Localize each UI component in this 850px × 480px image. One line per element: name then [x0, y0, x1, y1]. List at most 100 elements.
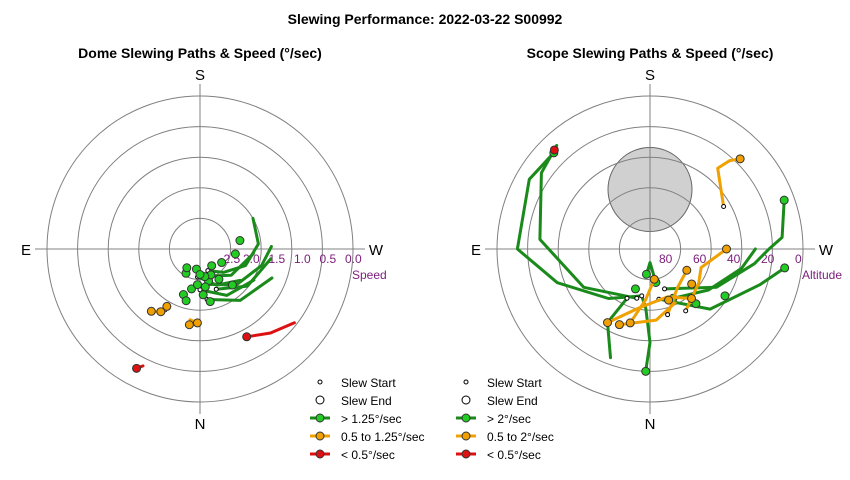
scope-panel: Scope Slewing Paths & Speed (°/sec) 80 60… [456, 45, 842, 462]
scope-slew-end-marker-mid [664, 295, 674, 305]
dome-radial-tick-label: 0.0 [345, 252, 362, 266]
scope-legend-dot-fast [461, 413, 471, 423]
scope-slew-path-mid [628, 277, 656, 325]
scope-radial-tick-label: 80 [659, 252, 673, 266]
scope-slew-end-marker-mid [722, 244, 731, 254]
dome-slew-end-marker-fast [227, 280, 237, 290]
dome-slew-path-fast [205, 276, 274, 302]
dome-slew-end-marker-fast [200, 282, 210, 292]
dome-compass-left-label: E [21, 242, 31, 259]
scope-slew-path-mid [716, 157, 742, 208]
scope-slew-end-marker-fast [641, 366, 651, 376]
dome-legend-label: Slew End [341, 394, 392, 408]
dome-slew-end-marker-fast [182, 263, 192, 273]
dome-slew-end-marker-fast [235, 236, 245, 246]
scope-slew-end-marker-fast [779, 195, 789, 205]
scope-legend-label: > 2°/sec [487, 412, 531, 426]
scope-radial-tick-label: 60 [693, 252, 707, 266]
dome-compass-top-label: S [195, 67, 205, 84]
dome-radial-tick-label: 1.0 [294, 252, 311, 266]
scope-slew-end-marker-mid [603, 318, 612, 328]
dome-slew-end-marker-slow [242, 332, 252, 342]
scope-legend-dot-slow [461, 449, 471, 459]
scope-legend-end-symbol [461, 395, 471, 405]
dome-paths [132, 216, 296, 373]
dome-slew-end-marker-fast [205, 297, 215, 307]
scope-slew-path-fast [657, 266, 787, 311]
scope-paths [515, 143, 790, 376]
scope-slew-end-marker-slow [549, 145, 559, 155]
dome-slew-end-marker-fast [193, 280, 203, 290]
scope-slew-end-marker-fast [641, 269, 651, 279]
scope-chart-title: Scope Slewing Paths & Speed (°/sec) [527, 45, 774, 61]
dome-slew-end-marker-mid [192, 318, 202, 328]
scope-legend: Slew Start Slew End > 2°/sec 0.5 to 2°/sec <… [456, 376, 554, 462]
scope-slew-start-marker [721, 204, 727, 209]
scope-slew-end-marker-mid [682, 265, 692, 275]
scope-legend-dot-mid [461, 431, 471, 441]
dome-slew-path-fast [198, 278, 256, 297]
dome-legend-dot-slow [315, 449, 325, 459]
scope-legend-label: 0.5 to 2°/sec [487, 430, 554, 444]
dome-slew-end-marker-slow [132, 363, 142, 373]
dome-radial-tick-label: 1.5 [269, 252, 286, 266]
scope-slew-end-marker-mid [625, 318, 635, 328]
scope-slew-start-marker [639, 293, 645, 299]
dome-slew-end-marker-mid [156, 307, 166, 317]
dome-slew-end-marker-mid [162, 301, 172, 311]
scope-slew-end-marker-fast [630, 284, 640, 294]
scope-slew-path-mid [606, 295, 693, 325]
dome-radial-tick-label: 0.5 [320, 252, 337, 266]
scope-compass-top-label: S [645, 67, 655, 84]
scope-slew-end-marker-mid [649, 274, 659, 284]
dome-slew-start-marker [213, 286, 219, 292]
scope-slew-start-marker [634, 295, 640, 301]
dome-slew-end-marker-fast [198, 290, 208, 300]
scope-polar-grid: 80 60 40 20 0 [485, 84, 815, 414]
dome-radial-axis-label: Speed [352, 268, 387, 282]
dome-legend-start-symbol [317, 379, 323, 385]
scope-legend-start-symbol [463, 379, 469, 385]
dome-slew-end-marker-fast [195, 270, 205, 279]
scope-slew-start-marker [662, 286, 668, 292]
scope-compass-right-label: W [819, 242, 834, 259]
dome-legend-label: < 0.5°/sec [341, 448, 395, 462]
scope-slew-path-fast [538, 143, 639, 300]
dome-slew-end-marker-mid [184, 320, 194, 330]
scope-slew-end-marker-fast [720, 291, 730, 301]
scope-slew-path-fast [515, 151, 644, 300]
dome-legend-dot-fast [315, 413, 325, 423]
scope-slew-end-marker-mid [614, 320, 624, 330]
dome-chart-title: Dome Slewing Paths & Speed (°/sec) [78, 45, 322, 61]
scope-slew-end-marker-mid [687, 293, 697, 303]
dome-slew-path-fast [214, 257, 273, 291]
scope-compass-left-label: E [471, 242, 481, 259]
dome-slew-end-marker-fast [187, 284, 197, 294]
dome-slew-end-marker-fast [207, 261, 217, 271]
scope-legend-label: < 0.5°/sec [487, 448, 541, 462]
scope-slew-end-marker-fast [780, 263, 790, 273]
dome-slew-path-slow [245, 321, 296, 339]
dome-legend-dot-mid [315, 431, 325, 441]
dome-slew-end-marker-fast [181, 296, 191, 306]
dome-slew-end-marker-mid [146, 306, 156, 316]
dome-legend-label: > 1.25°/sec [341, 412, 402, 426]
scope-compass-bottom-label: N [645, 416, 656, 433]
scope-radial-axis-label: Altitude [802, 268, 842, 282]
dome-legend-label: 0.5 to 1.25°/sec [341, 430, 425, 444]
dome-legend: Slew Start Slew End > 1.25°/sec 0.5 to 1.25… [310, 376, 425, 462]
scope-legend-label: Slew Start [487, 376, 542, 390]
dome-compass-right-label: W [369, 242, 384, 259]
scope-radial-tick-label: 40 [727, 252, 741, 266]
scope-slew-start-marker [683, 308, 689, 314]
dome-legend-end-symbol [315, 395, 325, 405]
dome-polar-grid: 2.5 2.0 1.5 1.0 0.5 0.0 [35, 84, 365, 414]
scope-slew-end-marker-mid [687, 279, 697, 289]
scope-legend-label: Slew End [487, 394, 538, 408]
dome-slew-end-marker-fast [230, 249, 240, 259]
dome-slew-end-marker-fast [214, 274, 224, 284]
scope-slew-path-mid [666, 268, 689, 317]
dome-legend-label: Slew Start [341, 376, 396, 390]
scope-slew-start-marker [624, 295, 630, 301]
